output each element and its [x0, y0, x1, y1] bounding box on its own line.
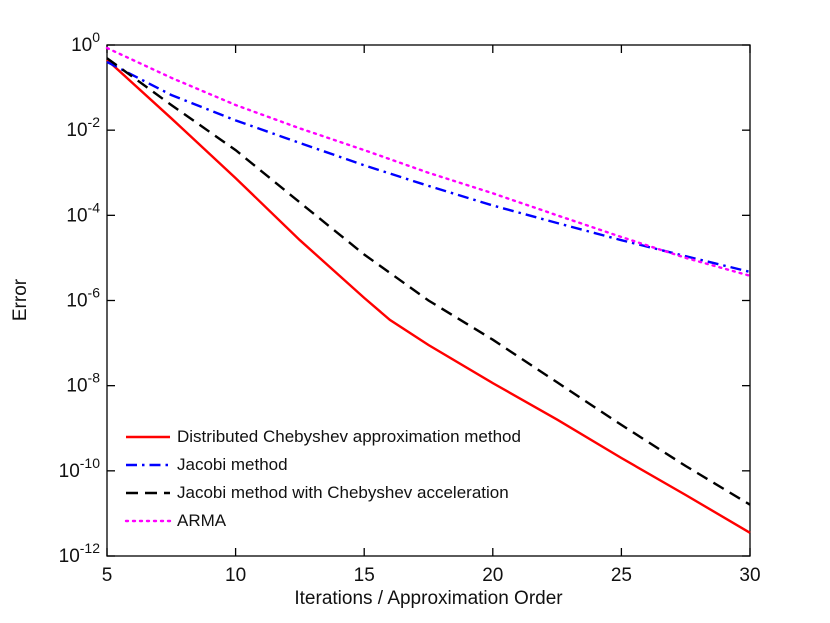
legend-label-2: Jacobi method with Chebyshev acceleratio… [177, 483, 509, 502]
x-tick-label: 15 [354, 565, 375, 586]
x-tick-label: 5 [102, 565, 113, 586]
series-line-3 [105, 46, 752, 277]
x-tick-label: 20 [482, 565, 503, 586]
series-line-0 [106, 58, 751, 534]
legend-item-3: ARMA [124, 507, 521, 535]
x-tick-label: 25 [611, 565, 632, 586]
y-tick-label: 10-6 [66, 285, 100, 312]
y-tick-label: 10-2 [66, 114, 100, 141]
series-line-1 [106, 60, 751, 274]
legend-line-sample-0 [126, 435, 170, 439]
legend-label-3: ARMA [177, 511, 227, 530]
y-tick-label: 10-12 [59, 540, 101, 567]
y-axis-label: Error [10, 278, 31, 322]
legend-label-0: Distributed Chebyshev approximation meth… [177, 427, 521, 446]
legend-line-sample-1 [126, 463, 170, 467]
legend-line-sample-2 [126, 491, 170, 495]
legend-item-1: Jacobi method [124, 451, 521, 479]
legend-item-0: Distributed Chebyshev approximation meth… [124, 423, 521, 451]
x-tick-label: 30 [739, 565, 760, 586]
y-tick-label: 10-10 [59, 455, 101, 482]
y-tick-label: 100 [71, 29, 100, 56]
legend-label-1: Jacobi method [177, 455, 288, 474]
series-line-2 [106, 57, 751, 506]
legend: Distributed Chebyshev approximation meth… [124, 423, 521, 535]
x-tick-label: 10 [225, 565, 246, 586]
x-axis-label: Iterations / Approximation Order [294, 588, 563, 609]
y-tick-label: 10-8 [66, 370, 100, 397]
legend-item-2: Jacobi method with Chebyshev acceleratio… [124, 479, 521, 507]
y-tick-label: 10-4 [66, 199, 100, 226]
legend-line-sample-3 [124, 519, 172, 523]
